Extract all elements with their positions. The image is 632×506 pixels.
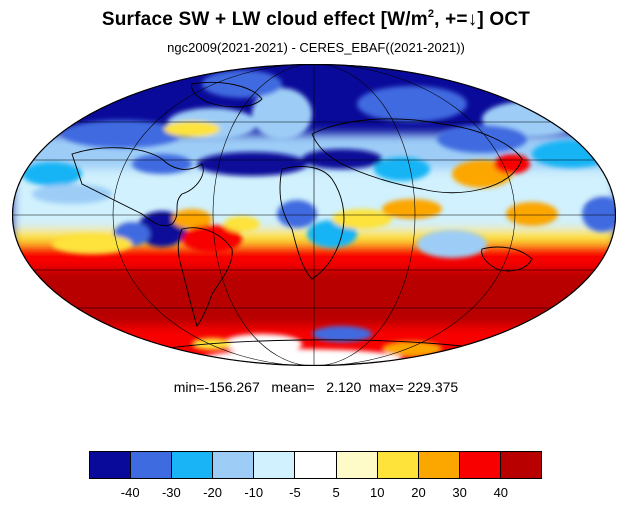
colorbar-swatch — [500, 452, 542, 478]
colorbar-swatch — [254, 452, 296, 478]
colorbar — [89, 451, 542, 479]
colorbar-swatch — [377, 452, 419, 478]
colorbar-tick-label: 5 — [332, 485, 340, 500]
colorbar-swatch — [418, 452, 460, 478]
title-rest: , +=↓] OCT — [434, 9, 531, 30]
colorbar-tick-labels: -40 -30 -20 -10 -5 5 10 20 30 40 — [89, 485, 542, 503]
colorbar-tick-label: -10 — [244, 485, 264, 500]
colorbar-swatch — [131, 452, 173, 478]
colorbar-tick-label: -30 — [161, 485, 181, 500]
global-map — [11, 63, 617, 367]
coastlines — [71, 81, 533, 350]
map-outline — [11, 63, 617, 367]
figure-title: Surface SW + LW cloud effect [W/m2, +=↓]… — [0, 8, 632, 31]
colorbar-tick-label: 20 — [411, 485, 426, 500]
colorbar-swatch — [295, 452, 337, 478]
mollweide-map-svg — [11, 63, 617, 367]
colorbar-swatch — [90, 452, 132, 478]
figure-subtitle: ngc2009(2021-2021) - CERES_EBAF((2021-20… — [167, 40, 465, 55]
colorbar-tick-label: -5 — [289, 485, 301, 500]
colorbar-tick-label: 10 — [370, 485, 385, 500]
colorbar-tick-label: -40 — [120, 485, 140, 500]
colorbar-swatch — [459, 452, 501, 478]
colorbar-tick-label: -20 — [203, 485, 222, 500]
statistics-line: min=-156.267 mean= 2.120 max= 229.375 — [173, 379, 459, 395]
title-main: Surface SW + LW cloud effect [W/m — [101, 9, 428, 30]
colorbar-tick-label: 30 — [452, 485, 467, 500]
colorbar-swatch — [172, 452, 214, 478]
colorbar-tick-label: 40 — [493, 485, 509, 500]
colorbar-swatch — [336, 452, 378, 478]
colorbar-swatch — [213, 452, 255, 478]
title-superscript: 2 — [427, 8, 435, 20]
